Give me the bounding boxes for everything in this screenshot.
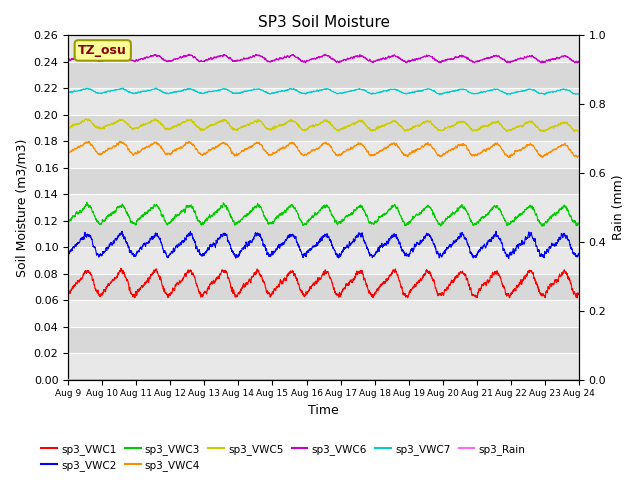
- sp3_VWC4: [575, 153, 583, 159]
- sp3_VWC1: [575, 291, 583, 297]
- sp3_VWC6: [64, 58, 72, 63]
- Title: SP3 Soil Moisture: SP3 Soil Moisture: [257, 15, 390, 30]
- sp3_VWC3: [373, 218, 381, 224]
- sp3_VWC2: [505, 256, 513, 262]
- sp3_VWC1: [117, 265, 125, 271]
- sp3_VWC1: [573, 295, 581, 301]
- sp3_VWC2: [527, 231, 534, 237]
- sp3_Rain: [64, 377, 72, 383]
- Line: sp3_VWC3: sp3_VWC3: [68, 202, 579, 226]
- Line: sp3_VWC1: sp3_VWC1: [68, 268, 579, 298]
- sp3_VWC3: [527, 203, 534, 208]
- sp3_VWC5: [527, 119, 534, 124]
- Line: sp3_VWC6: sp3_VWC6: [68, 54, 579, 63]
- Bar: [68, 168, 579, 194]
- X-axis label: Time: Time: [308, 404, 339, 417]
- sp3_Rain: [173, 377, 181, 383]
- Text: TZ_osu: TZ_osu: [78, 44, 127, 57]
- sp3_VWC2: [207, 243, 214, 249]
- sp3_VWC7: [174, 89, 182, 95]
- sp3_VWC1: [575, 292, 582, 298]
- sp3_VWC5: [64, 126, 72, 132]
- Bar: [68, 115, 579, 141]
- sp3_VWC2: [575, 252, 582, 258]
- sp3_VWC3: [575, 221, 582, 227]
- sp3_VWC4: [506, 155, 514, 160]
- sp3_Rain: [575, 377, 582, 383]
- sp3_VWC1: [174, 280, 182, 286]
- sp3_Rain: [207, 377, 214, 383]
- sp3_VWC2: [492, 228, 500, 234]
- sp3_VWC5: [151, 116, 159, 121]
- sp3_Rain: [527, 377, 534, 383]
- sp3_VWC6: [85, 51, 93, 57]
- sp3_VWC5: [373, 124, 381, 130]
- Line: sp3_VWC4: sp3_VWC4: [68, 141, 579, 157]
- sp3_VWC6: [382, 55, 390, 61]
- Y-axis label: Rain (mm): Rain (mm): [612, 175, 625, 240]
- sp3_VWC7: [575, 91, 583, 97]
- sp3_VWC7: [382, 88, 390, 94]
- sp3_VWC4: [575, 153, 582, 158]
- sp3_VWC4: [207, 147, 215, 153]
- sp3_VWC6: [575, 59, 583, 65]
- sp3_VWC5: [174, 121, 182, 127]
- Y-axis label: Soil Moisture (m3/m3): Soil Moisture (m3/m3): [15, 138, 28, 276]
- sp3_VWC6: [207, 54, 215, 60]
- sp3_VWC5: [571, 129, 579, 135]
- Line: sp3_VWC5: sp3_VWC5: [68, 119, 579, 132]
- sp3_VWC4: [382, 145, 390, 151]
- sp3_VWC4: [373, 150, 381, 156]
- sp3_VWC7: [373, 90, 381, 96]
- sp3_VWC5: [382, 122, 390, 128]
- sp3_VWC7: [119, 85, 127, 91]
- sp3_VWC6: [174, 56, 182, 62]
- sp3_VWC3: [575, 220, 583, 226]
- sp3_VWC2: [173, 244, 181, 250]
- sp3_VWC6: [373, 58, 381, 63]
- sp3_VWC3: [64, 219, 72, 225]
- sp3_VWC1: [382, 276, 390, 282]
- sp3_VWC7: [575, 91, 582, 97]
- sp3_VWC4: [174, 146, 182, 152]
- sp3_VWC6: [527, 54, 534, 60]
- sp3_VWC2: [373, 249, 381, 255]
- Legend: sp3_VWC1, sp3_VWC2, sp3_VWC3, sp3_VWC4, sp3_VWC5, sp3_VWC6, sp3_VWC7, sp3_Rain: sp3_VWC1, sp3_VWC2, sp3_VWC3, sp3_VWC4, …: [37, 439, 530, 475]
- sp3_Rain: [382, 377, 390, 383]
- sp3_VWC7: [64, 90, 72, 96]
- sp3_VWC1: [373, 286, 381, 292]
- sp3_VWC5: [575, 128, 583, 133]
- sp3_VWC3: [539, 223, 547, 229]
- Bar: [68, 327, 579, 353]
- sp3_VWC1: [207, 280, 215, 286]
- sp3_VWC6: [403, 60, 410, 66]
- sp3_VWC1: [527, 268, 534, 274]
- sp3_VWC7: [527, 86, 534, 92]
- sp3_VWC4: [527, 141, 534, 147]
- sp3_VWC3: [174, 212, 182, 217]
- sp3_VWC3: [207, 214, 215, 220]
- sp3_VWC7: [207, 89, 215, 95]
- Bar: [68, 274, 579, 300]
- sp3_VWC2: [575, 252, 583, 257]
- sp3_VWC7: [541, 92, 548, 97]
- sp3_VWC5: [207, 122, 215, 128]
- sp3_VWC3: [83, 199, 91, 205]
- sp3_VWC4: [64, 150, 72, 156]
- sp3_Rain: [373, 377, 381, 383]
- Line: sp3_VWC2: sp3_VWC2: [68, 231, 579, 259]
- sp3_VWC1: [64, 290, 72, 296]
- sp3_VWC5: [575, 128, 582, 133]
- Line: sp3_VWC7: sp3_VWC7: [68, 88, 579, 95]
- sp3_VWC3: [382, 211, 390, 217]
- sp3_VWC6: [575, 60, 582, 65]
- sp3_Rain: [575, 377, 583, 383]
- sp3_VWC2: [64, 252, 72, 257]
- Bar: [68, 221, 579, 247]
- sp3_VWC4: [116, 138, 124, 144]
- sp3_VWC2: [382, 240, 390, 246]
- Bar: [68, 62, 579, 88]
